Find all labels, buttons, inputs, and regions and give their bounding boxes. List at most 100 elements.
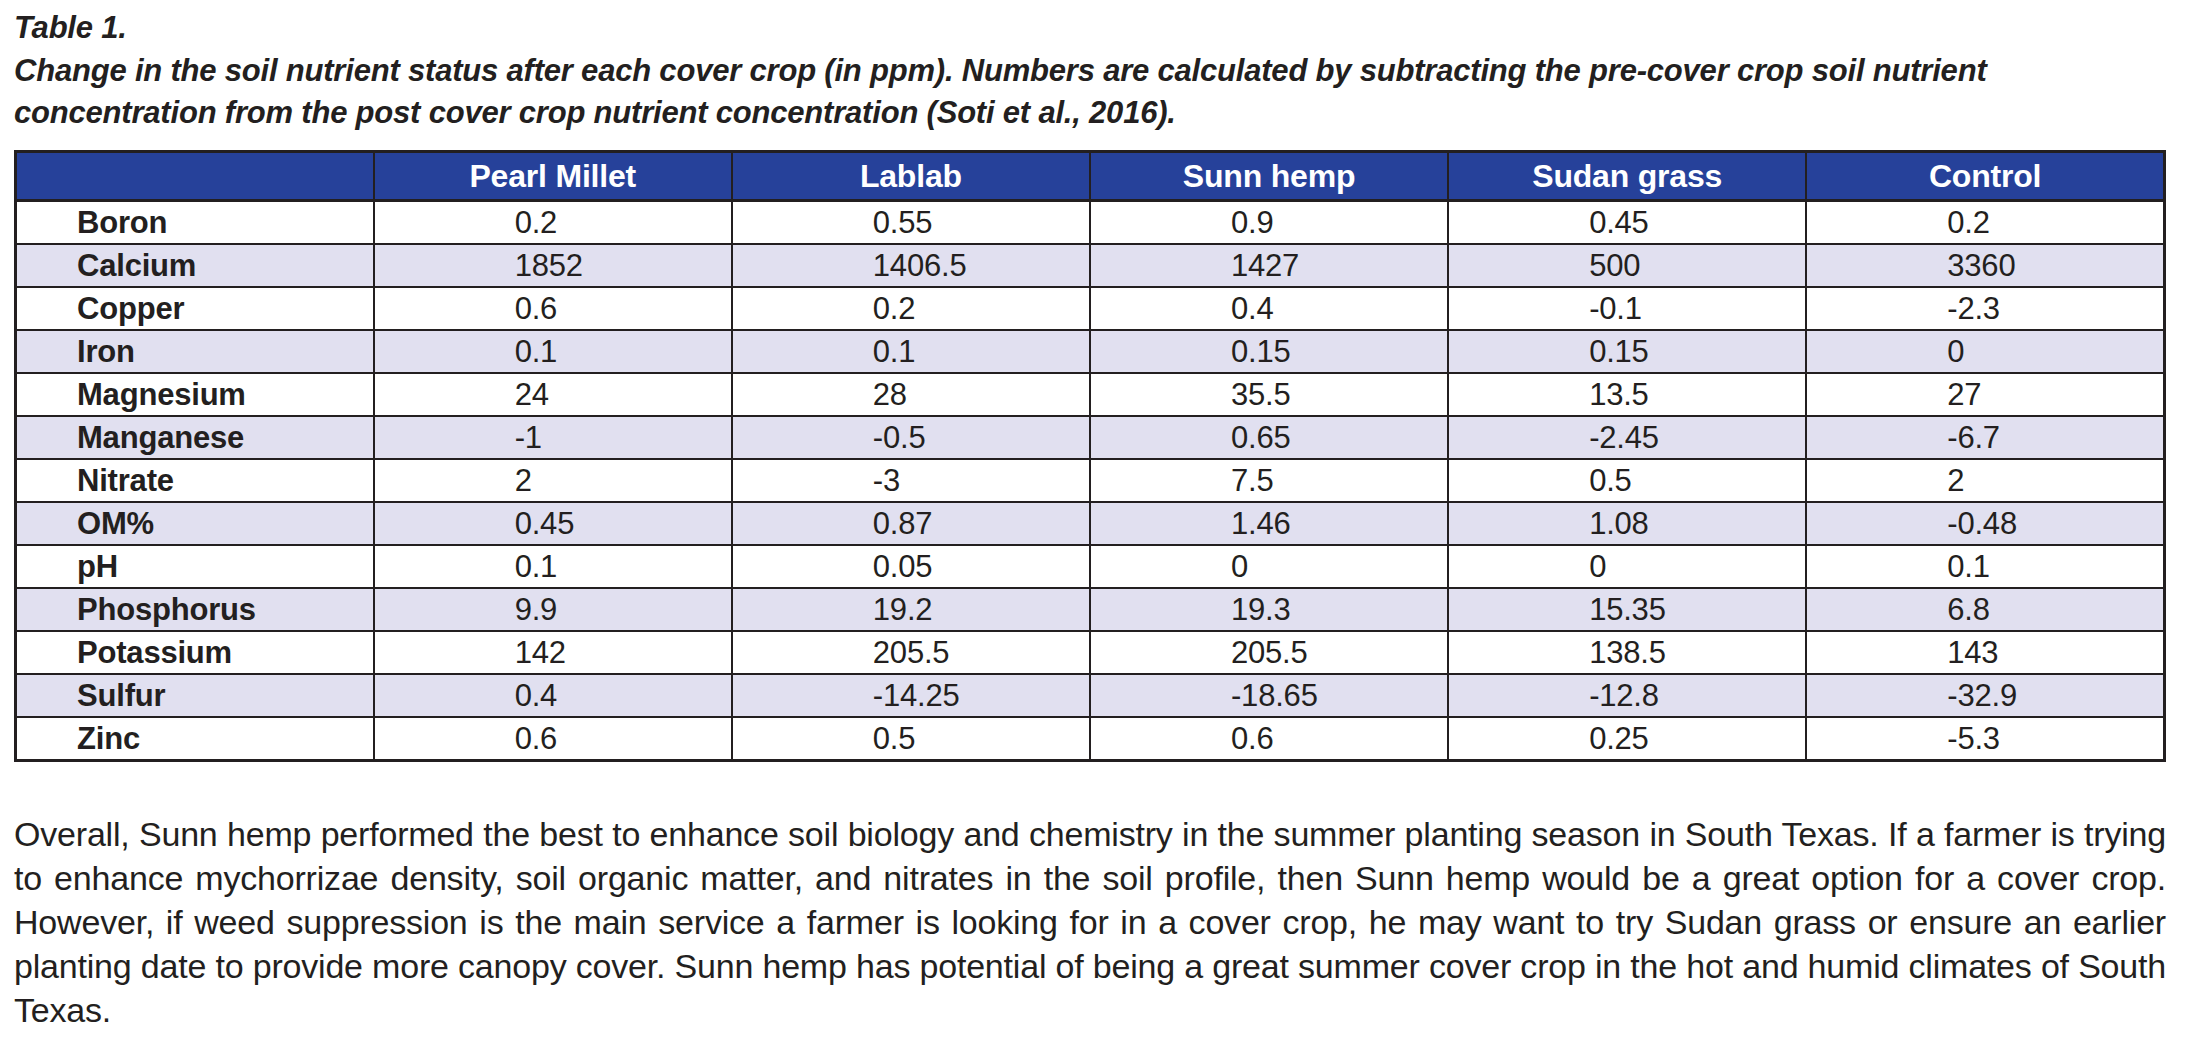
document-page: Table 1. Change in the soil nutrient sta… xyxy=(0,0,2190,1032)
row-label-cell: OM% xyxy=(16,502,374,545)
column-header-cell: Pearl Millet xyxy=(374,152,732,201)
value-cell: 13.5 xyxy=(1448,373,1806,416)
value-cell: 205.5 xyxy=(1090,631,1448,674)
value-cell: 0.4 xyxy=(374,674,732,717)
row-label-cell: Iron xyxy=(16,330,374,373)
value-cell: 0.15 xyxy=(1090,330,1448,373)
value-cell: 0.65 xyxy=(1090,416,1448,459)
table-row: OM%0.450.871.461.08-0.48 xyxy=(16,502,2165,545)
value-cell: 0.1 xyxy=(732,330,1090,373)
table-row: Magnesium242835.513.527 xyxy=(16,373,2165,416)
value-cell: 0.45 xyxy=(1448,201,1806,245)
table-caption: Change in the soil nutrient status after… xyxy=(14,50,2166,134)
value-cell: 15.35 xyxy=(1448,588,1806,631)
row-label-cell: Potassium xyxy=(16,631,374,674)
value-cell: 1406.5 xyxy=(732,244,1090,287)
value-cell: 0.1 xyxy=(374,330,732,373)
value-cell: 0.25 xyxy=(1448,717,1806,761)
value-cell: 0 xyxy=(1448,545,1806,588)
row-label-cell: Calcium xyxy=(16,244,374,287)
value-cell: 2 xyxy=(374,459,732,502)
value-cell: -0.5 xyxy=(732,416,1090,459)
row-label-cell: Boron xyxy=(16,201,374,245)
value-cell: 2 xyxy=(1806,459,2164,502)
value-cell: 0.2 xyxy=(1806,201,2164,245)
value-cell: 0.6 xyxy=(374,717,732,761)
row-label-cell: Sulfur xyxy=(16,674,374,717)
value-cell: 0.1 xyxy=(1806,545,2164,588)
value-cell: -3 xyxy=(732,459,1090,502)
column-header-cell: Control xyxy=(1806,152,2164,201)
column-header-cell: Sunn hemp xyxy=(1090,152,1448,201)
row-label-cell: Manganese xyxy=(16,416,374,459)
value-cell: 0.4 xyxy=(1090,287,1448,330)
value-cell: 0.45 xyxy=(374,502,732,545)
value-cell: -5.3 xyxy=(1806,717,2164,761)
value-cell: 0 xyxy=(1806,330,2164,373)
table-row: Iron0.10.10.150.150 xyxy=(16,330,2165,373)
value-cell: 0.55 xyxy=(732,201,1090,245)
value-cell: 0.6 xyxy=(1090,717,1448,761)
value-cell: 1427 xyxy=(1090,244,1448,287)
value-cell: 6.8 xyxy=(1806,588,2164,631)
value-cell: 0.6 xyxy=(374,287,732,330)
value-cell: 143 xyxy=(1806,631,2164,674)
row-label-cell: Magnesium xyxy=(16,373,374,416)
value-cell: -12.8 xyxy=(1448,674,1806,717)
value-cell: 1.08 xyxy=(1448,502,1806,545)
value-cell: 28 xyxy=(732,373,1090,416)
value-cell: 500 xyxy=(1448,244,1806,287)
value-cell: 0.5 xyxy=(732,717,1090,761)
column-header-cell: Sudan grass xyxy=(1448,152,1806,201)
value-cell: 7.5 xyxy=(1090,459,1448,502)
table-row: Manganese-1-0.50.65-2.45-6.7 xyxy=(16,416,2165,459)
value-cell: 1.46 xyxy=(1090,502,1448,545)
table-row: Boron0.20.550.90.450.2 xyxy=(16,201,2165,245)
row-label-cell: Phosphorus xyxy=(16,588,374,631)
value-cell: 0.15 xyxy=(1448,330,1806,373)
value-cell: 3360 xyxy=(1806,244,2164,287)
row-label-cell: Zinc xyxy=(16,717,374,761)
value-cell: 1852 xyxy=(374,244,732,287)
value-cell: -0.48 xyxy=(1806,502,2164,545)
table-row: pH0.10.05000.1 xyxy=(16,545,2165,588)
table-row: Sulfur0.4-14.25-18.65-12.8-32.9 xyxy=(16,674,2165,717)
table-row: Zinc0.60.50.60.25-5.3 xyxy=(16,717,2165,761)
row-label-cell: Nitrate xyxy=(16,459,374,502)
soil-nutrient-table: Pearl MilletLablabSunn hempSudan grassCo… xyxy=(14,150,2166,762)
value-cell: 0.5 xyxy=(1448,459,1806,502)
value-cell: 35.5 xyxy=(1090,373,1448,416)
row-label-cell: Copper xyxy=(16,287,374,330)
value-cell: 0.2 xyxy=(374,201,732,245)
value-cell: 0.05 xyxy=(732,545,1090,588)
row-label-cell: pH xyxy=(16,545,374,588)
table-row: Phosphorus9.919.219.315.356.8 xyxy=(16,588,2165,631)
table-row: Nitrate2-37.50.52 xyxy=(16,459,2165,502)
header-row: Pearl MilletLablabSunn hempSudan grassCo… xyxy=(16,152,2165,201)
value-cell: 0.1 xyxy=(374,545,732,588)
table-row: Copper0.60.20.4-0.1-2.3 xyxy=(16,287,2165,330)
table-row: Calcium18521406.514275003360 xyxy=(16,244,2165,287)
value-cell: 0 xyxy=(1090,545,1448,588)
table-number-title: Table 1. xyxy=(14,6,2166,50)
value-cell: -32.9 xyxy=(1806,674,2164,717)
column-header-cell: Lablab xyxy=(732,152,1090,201)
summary-paragraph: Overall, Sunn hemp performed the best to… xyxy=(14,812,2166,1032)
value-cell: -0.1 xyxy=(1448,287,1806,330)
value-cell: -14.25 xyxy=(732,674,1090,717)
value-cell: 19.2 xyxy=(732,588,1090,631)
value-cell: -2.45 xyxy=(1448,416,1806,459)
value-cell: 0.2 xyxy=(732,287,1090,330)
value-cell: 0.9 xyxy=(1090,201,1448,245)
value-cell: 0.87 xyxy=(732,502,1090,545)
value-cell: -2.3 xyxy=(1806,287,2164,330)
value-cell: 138.5 xyxy=(1448,631,1806,674)
value-cell: 142 xyxy=(374,631,732,674)
value-cell: 9.9 xyxy=(374,588,732,631)
table-body: Boron0.20.550.90.450.2Calcium18521406.51… xyxy=(16,201,2165,761)
value-cell: 205.5 xyxy=(732,631,1090,674)
value-cell: 24 xyxy=(374,373,732,416)
value-cell: -18.65 xyxy=(1090,674,1448,717)
value-cell: 19.3 xyxy=(1090,588,1448,631)
corner-header-cell xyxy=(16,152,374,201)
